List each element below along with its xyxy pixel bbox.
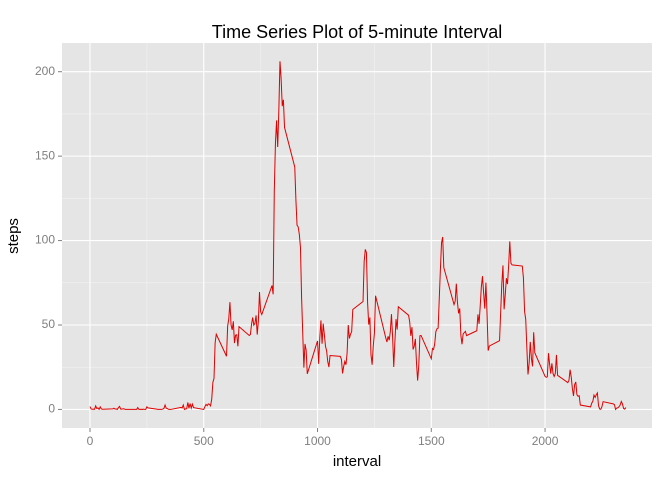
data-line [89,61,627,411]
chart-title: Time Series Plot of 5-minute Interval [212,22,502,42]
y-tick-label: 50 [42,317,56,331]
y-tick-label: 150 [35,148,55,162]
y-tick-label: 200 [35,64,55,78]
plot-panel [62,43,652,428]
x-axis-label: interval [333,453,381,470]
y-tick-label: 100 [35,233,55,247]
x-tick-label: 0 [87,434,94,448]
y-tick-label: 0 [48,402,55,416]
x-tick-label: 2000 [532,434,559,448]
x-tick-label: 1000 [304,434,331,448]
x-tick-label: 1500 [418,434,445,448]
x-tick-label: 500 [194,434,214,448]
y-axis-label: steps [5,218,22,254]
